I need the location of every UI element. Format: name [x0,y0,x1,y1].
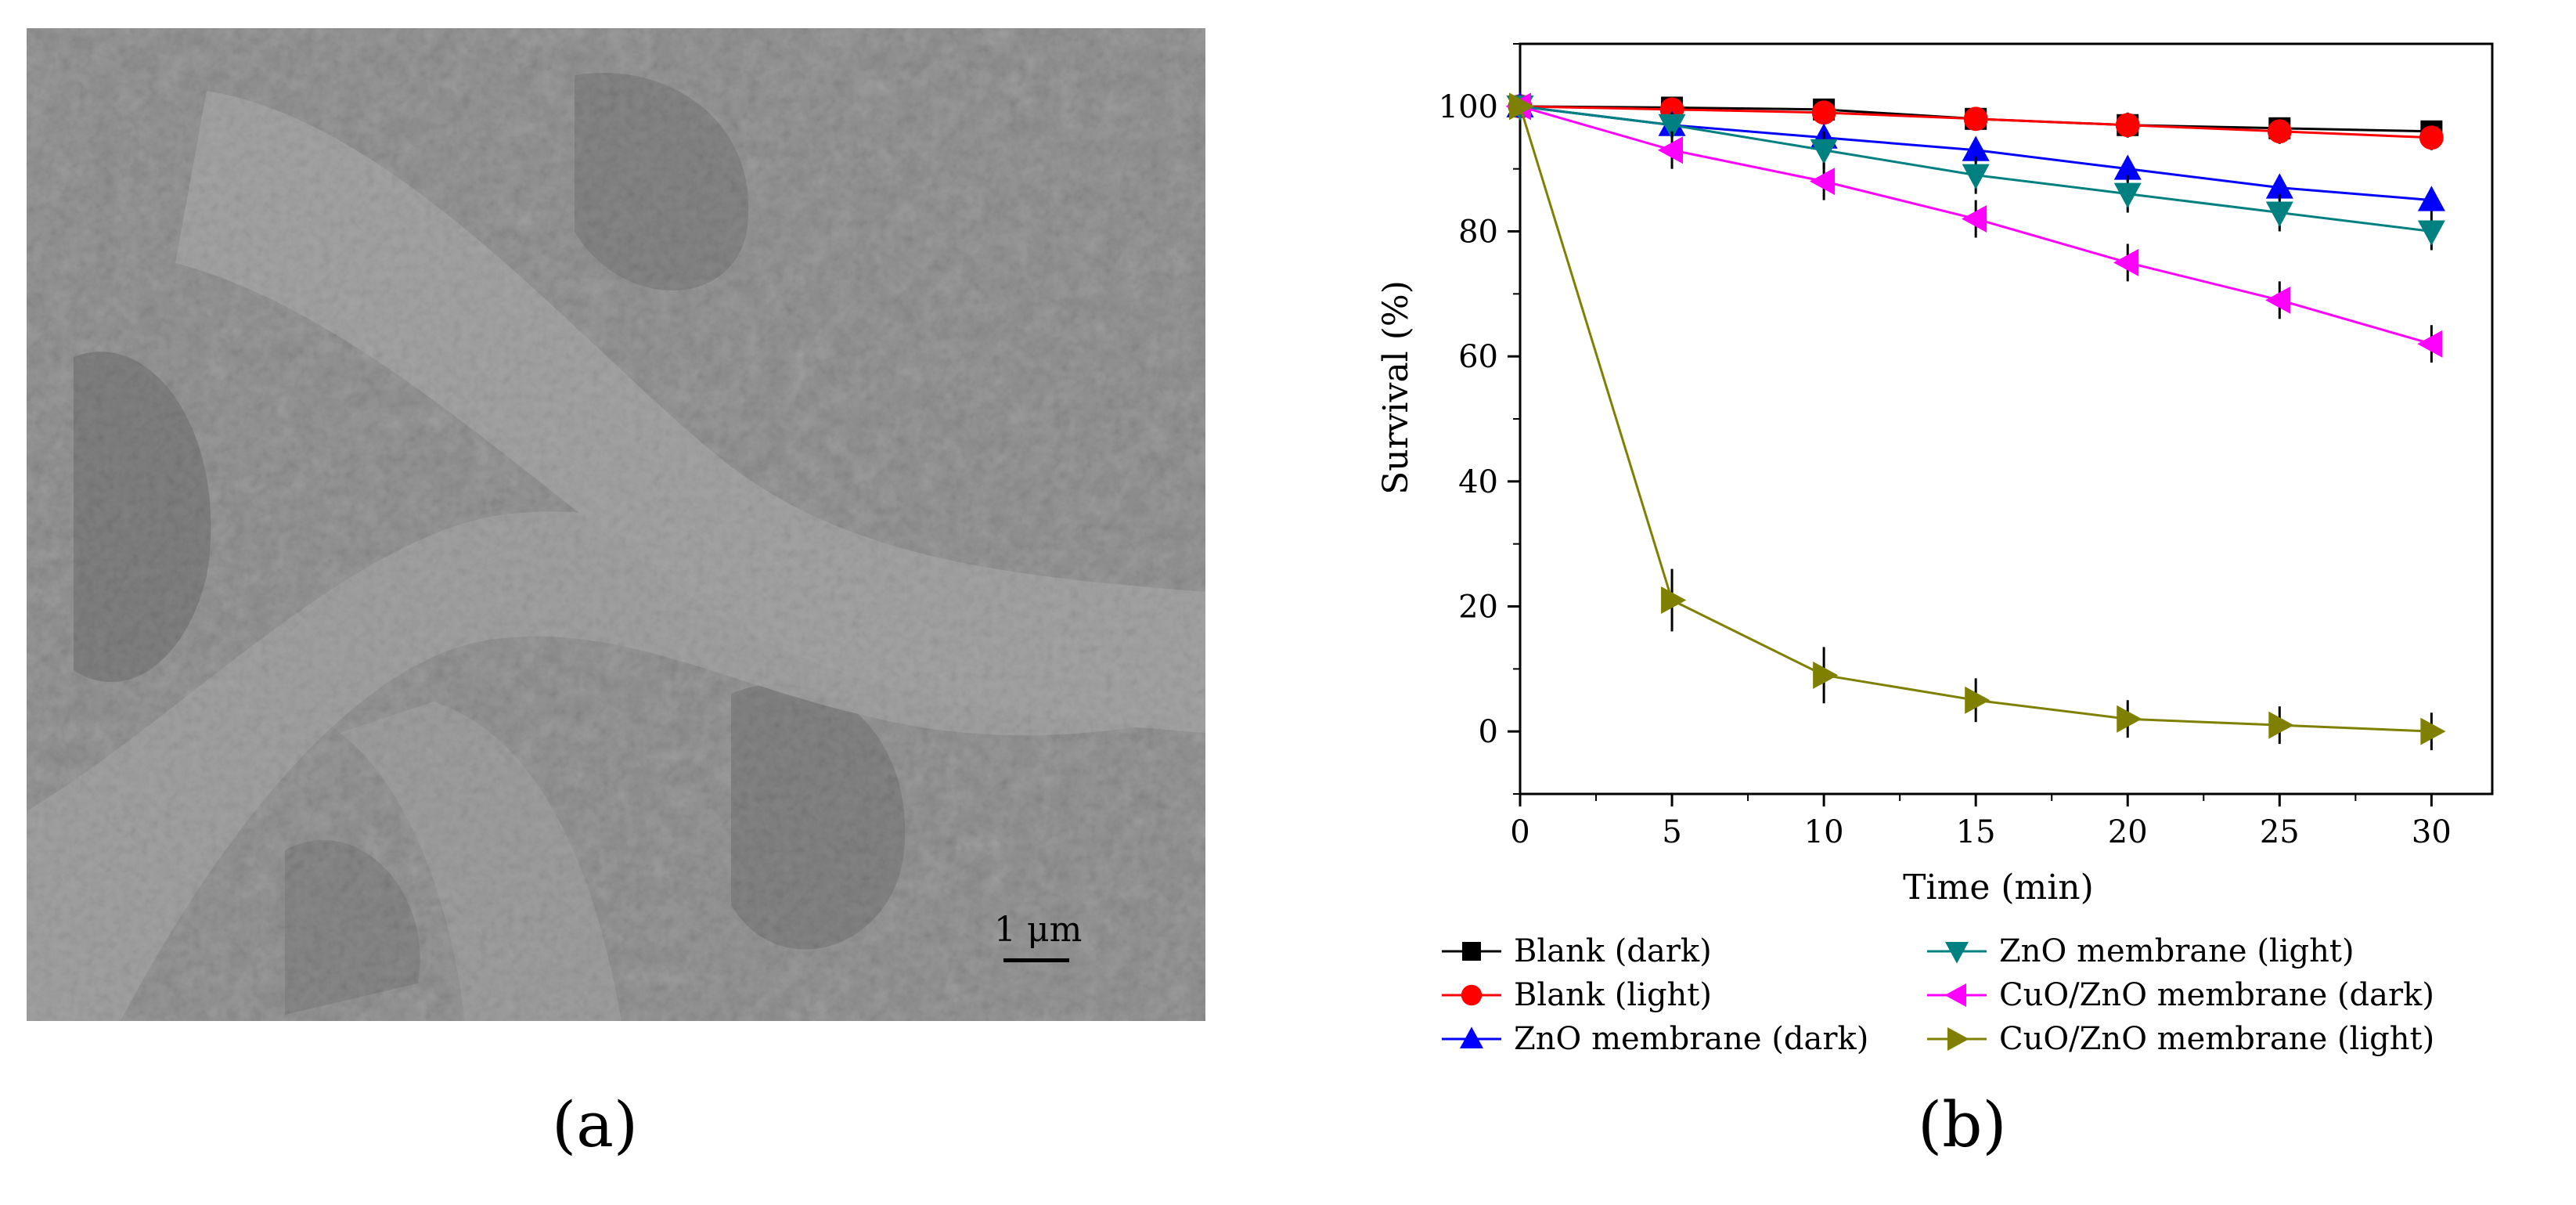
data-point [1810,139,1838,164]
y-tick-label: 100 [1439,89,1498,125]
y-tick-label: 80 [1458,215,1498,251]
data-point [2265,173,2293,199]
y-tick-label: 60 [1458,339,1498,375]
data-point [2113,248,2139,276]
data-point [1809,168,1836,196]
legend-label: CuO/ZnO membrane (light) [1999,1021,2435,1057]
legend-item: CuO/ZnO membrane (dark) [1926,976,2434,1015]
data-point [1657,136,1684,164]
panel-label-b: (b) [1918,1088,2007,1161]
data-point [2417,330,2443,358]
scalebar-line [1003,958,1069,962]
data-point [2419,125,2444,150]
legend-item: CuO/ZnO membrane (light) [1926,1019,2434,1059]
x-axis-label: Time (min) [1903,868,2094,907]
data-point [2267,119,2292,144]
data-point [1661,586,1687,615]
sem-image [27,28,1205,1021]
legend-marker [1461,984,1483,1006]
legend-swatch [1442,1026,1501,1048]
legend-swatch [1442,942,1501,961]
legend-swatch [1927,983,1987,1007]
legend-label: ZnO membrane (dark) [1514,1021,1869,1057]
x-tick-label: 5 [1662,814,1681,850]
data-point [2268,711,2294,739]
survival-chart: 0 5 10 15 20 25 30 0 20 40 60 80 100 Time (min) Surviv… [1376,42,2494,907]
x-tick-label: 25 [2260,814,2300,850]
data-point [2417,186,2445,211]
data-point [2265,201,2293,227]
data-point [2113,182,2142,208]
data-point [2115,113,2140,138]
legend-label: ZnO membrane (light) [1999,933,2354,969]
plot-frame [1519,42,2494,796]
sem-texture [27,28,1205,1021]
y-tick-label: 0 [1479,714,1498,750]
legend-item: Blank (dark) [1440,932,1712,971]
data-point [1811,100,1836,125]
legend-marker [1945,942,1969,964]
legend-swatch [1927,942,1987,964]
scalebar-label: 1 μm [994,910,1083,950]
y-tick-label: 40 [1458,464,1498,500]
data-point [1965,686,1991,714]
data-point [1658,114,1686,139]
data-point [1509,92,1535,121]
y-axis-label: Survival (%) [1376,280,1416,495]
legend-marker [1460,1026,1483,1048]
panel-label-a: (a) [552,1088,639,1161]
legend-label: Blank (light) [1514,977,1712,1013]
x-tick-label: 0 [1510,814,1529,850]
data-point [1962,164,1990,189]
chart-legend: Blank (dark) Blank (light) ZnO membrane (d… [1440,932,2567,1073]
data-point [1961,205,1987,233]
data-point [2417,220,2445,246]
data-point [2265,286,2291,314]
data-point [1813,661,1839,689]
y-tick-label: 20 [1458,590,1498,626]
legend-marker [1947,1027,1969,1051]
legend-swatch [1927,1027,1987,1051]
legend-item: Blank (light) [1440,976,1712,1015]
legend-label: CuO/ZnO membrane (dark) [1999,977,2434,1013]
legend-marker [1462,942,1481,961]
x-tick-label: 15 [1956,814,1996,850]
data-point [1963,106,1988,132]
legend-item: ZnO membrane (light) [1926,932,2354,971]
data-point [2117,705,2142,733]
legend-swatch [1442,984,1501,1006]
legend-label: Blank (dark) [1514,933,1712,969]
x-tick-label: 30 [2412,814,2452,850]
legend-item: ZnO membrane (dark) [1440,1019,1868,1059]
x-tick-label: 20 [2108,814,2148,850]
x-tick-label: 10 [1804,814,1844,850]
data-point [2420,717,2446,745]
legend-marker [1944,983,1966,1007]
data-point [2113,154,2142,180]
data-point [1962,135,1990,161]
